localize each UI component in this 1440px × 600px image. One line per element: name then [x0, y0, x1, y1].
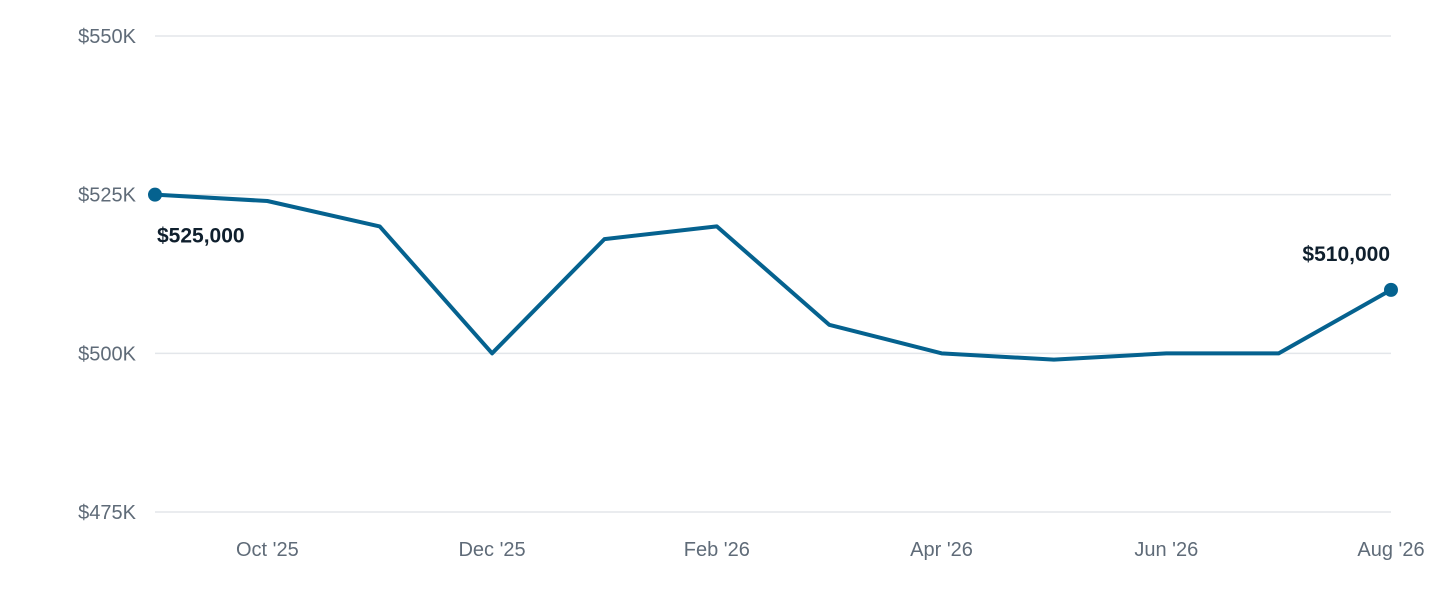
y-tick-label: $500K: [78, 343, 136, 365]
y-tick-label: $525K: [78, 185, 136, 207]
endpoint-labels: $525,000 $510,000: [157, 225, 1390, 266]
series-line: [153, 192, 1393, 362]
series-layer: [148, 187, 1398, 362]
grid-layer: [155, 35, 1391, 513]
end-point-marker: [1384, 282, 1398, 297]
x-tick-label: Jun '26: [1134, 539, 1198, 561]
x-tick-label: Apr '26: [910, 539, 973, 561]
x-tick-label: Oct '25: [236, 539, 299, 561]
y-tick-label: $550K: [78, 26, 136, 48]
start-value-label: $525,000: [157, 225, 245, 248]
x-axis: Oct '25 Dec '25 Feb '26 Apr '26 Jun '26 Aug '…: [236, 539, 1425, 561]
end-value-label: $510,000: [1302, 243, 1390, 266]
x-tick-label: Aug '26: [1357, 539, 1424, 561]
x-tick-label: Feb '26: [684, 539, 750, 561]
x-tick-label: Dec '25: [458, 539, 525, 561]
start-point-marker: [148, 187, 162, 202]
y-axis: $550K $525K $500K $475K: [78, 26, 136, 524]
y-tick-label: $475K: [78, 502, 136, 524]
